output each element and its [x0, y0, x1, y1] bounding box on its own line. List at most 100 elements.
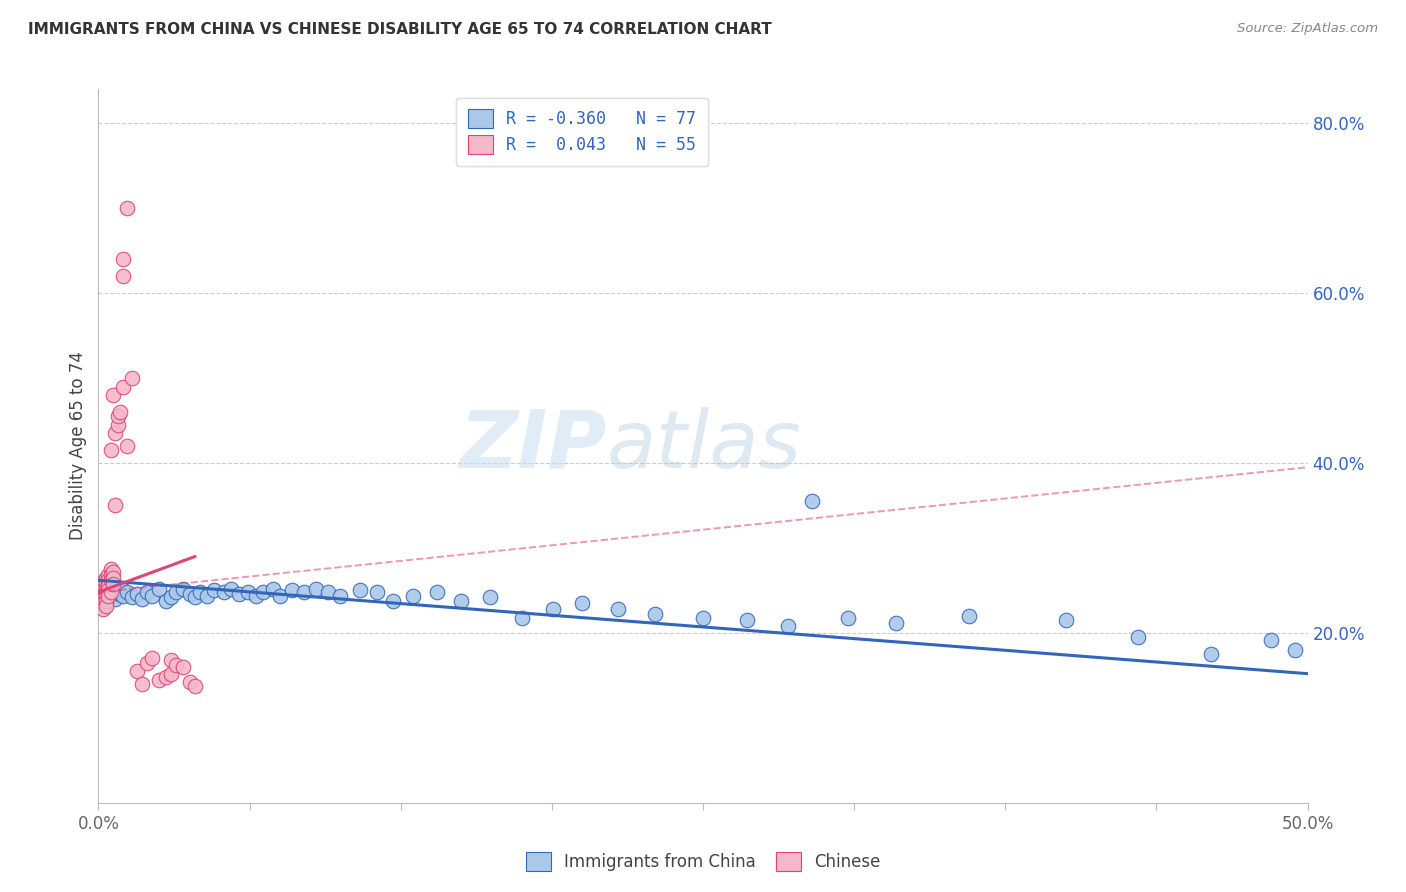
Point	[188, 585, 211, 599]
Point	[1128, 630, 1150, 644]
Text: ZIP: ZIP	[458, 407, 606, 485]
Point	[107, 417, 129, 432]
Point	[104, 591, 127, 606]
Point	[100, 568, 122, 582]
Point	[91, 579, 114, 593]
Point	[100, 589, 122, 603]
Point	[160, 666, 183, 681]
Point	[692, 610, 714, 624]
Point	[541, 602, 564, 616]
Point	[90, 579, 112, 593]
Point	[94, 576, 117, 591]
Point	[800, 494, 823, 508]
Point	[90, 593, 112, 607]
Point	[245, 589, 267, 603]
Point	[776, 619, 799, 633]
Point	[90, 596, 112, 610]
Point	[97, 591, 120, 605]
Point	[735, 613, 758, 627]
Point	[450, 593, 472, 607]
Legend: R = -0.360   N = 77, R =  0.043   N = 55: R = -0.360 N = 77, R = 0.043 N = 55	[457, 97, 707, 166]
Point	[117, 439, 139, 453]
Point	[94, 591, 117, 605]
Point	[94, 587, 117, 601]
Point	[204, 583, 226, 598]
Point	[135, 585, 157, 599]
Point	[148, 582, 170, 596]
Point	[184, 591, 207, 605]
Point	[228, 587, 250, 601]
Point	[349, 583, 371, 598]
Point	[117, 201, 139, 215]
Point	[135, 656, 157, 670]
Point	[101, 388, 124, 402]
Point	[607, 602, 630, 616]
Point	[510, 610, 533, 624]
Point	[101, 582, 124, 596]
Point	[90, 583, 112, 598]
Point	[100, 573, 122, 587]
Point	[91, 596, 114, 610]
Point	[94, 582, 117, 596]
Point	[141, 589, 163, 603]
Point	[97, 576, 120, 591]
Point	[165, 585, 187, 599]
Point	[91, 593, 114, 607]
Point	[97, 579, 120, 593]
Point	[101, 565, 124, 579]
Point	[107, 582, 129, 596]
Point	[111, 379, 134, 393]
Point	[305, 582, 328, 596]
Point	[292, 585, 315, 599]
Point	[90, 583, 112, 598]
Text: IMMIGRANTS FROM CHINA VS CHINESE DISABILITY AGE 65 TO 74 CORRELATION CHART: IMMIGRANTS FROM CHINA VS CHINESE DISABIL…	[28, 22, 772, 37]
Point	[382, 593, 405, 607]
Point	[269, 589, 291, 603]
Point	[262, 582, 284, 596]
Point	[100, 562, 122, 576]
Point	[316, 585, 339, 599]
Point	[121, 591, 143, 605]
Point	[402, 589, 425, 603]
Point	[160, 591, 183, 605]
Point	[94, 571, 117, 585]
Point	[179, 587, 201, 601]
Point	[1199, 647, 1222, 661]
Point	[172, 582, 194, 596]
Point	[127, 664, 149, 678]
Point	[100, 583, 122, 598]
Text: atlas: atlas	[606, 407, 801, 485]
Point	[91, 585, 114, 599]
Point	[111, 252, 134, 266]
Point	[97, 583, 120, 598]
Point	[91, 588, 114, 602]
Point	[97, 573, 120, 587]
Point	[91, 579, 114, 593]
Point	[221, 582, 243, 596]
Point	[111, 589, 134, 603]
Point	[155, 670, 177, 684]
Point	[94, 599, 117, 613]
Point	[94, 582, 117, 596]
Point	[1054, 613, 1077, 627]
Text: Source: ZipAtlas.com: Source: ZipAtlas.com	[1237, 22, 1378, 36]
Point	[141, 651, 163, 665]
Point	[155, 593, 177, 607]
Point	[127, 587, 149, 601]
Point	[131, 677, 153, 691]
Point	[108, 405, 131, 419]
Point	[479, 591, 502, 605]
Point	[94, 593, 117, 607]
Point	[184, 679, 207, 693]
Point	[104, 585, 127, 599]
Point	[329, 589, 352, 603]
Point	[179, 675, 201, 690]
Point	[121, 371, 143, 385]
Point	[104, 426, 127, 441]
Point	[238, 585, 260, 599]
Point	[101, 576, 124, 591]
Point	[172, 660, 194, 674]
Point	[90, 588, 112, 602]
Point	[104, 499, 127, 513]
Point	[100, 443, 122, 458]
